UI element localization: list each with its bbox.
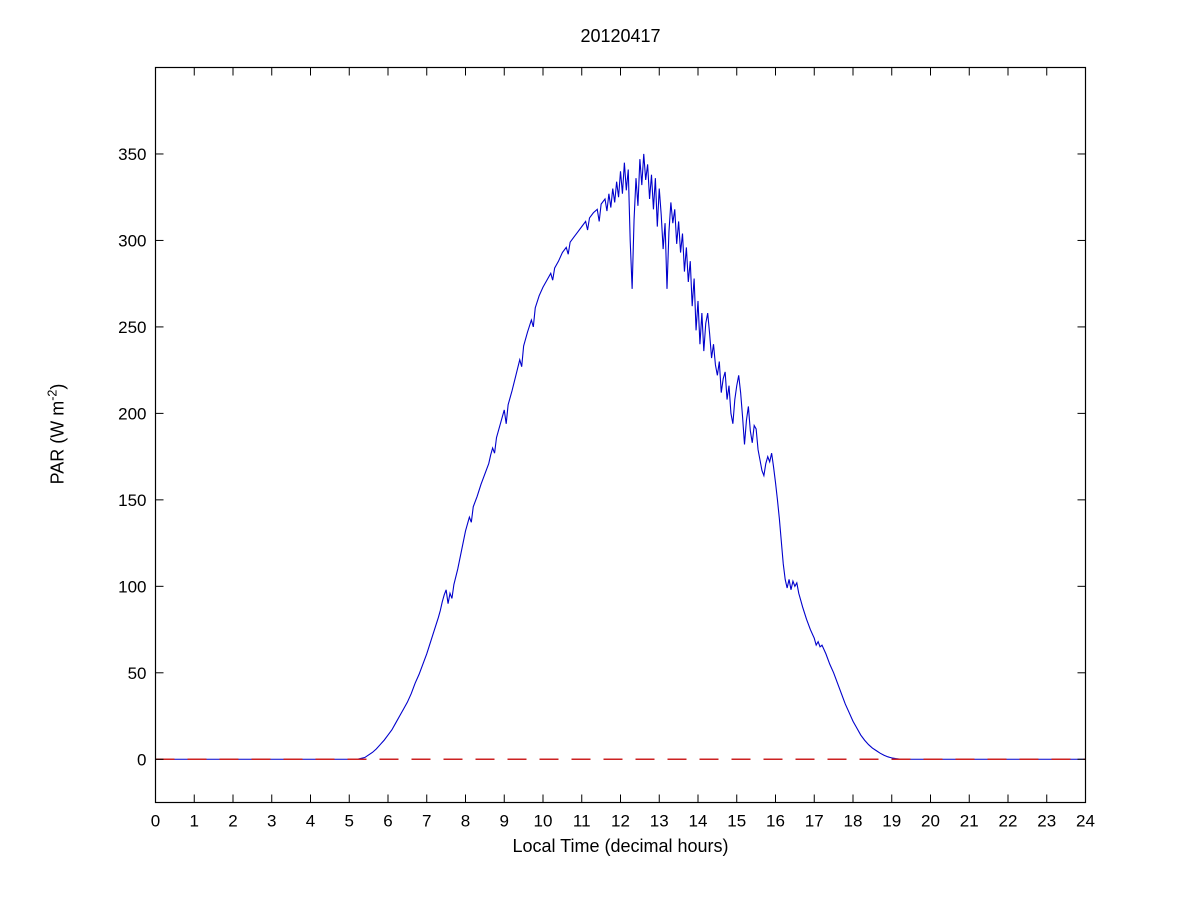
x-tick-label: 6 xyxy=(383,812,392,831)
y-tick-label: 300 xyxy=(118,231,146,250)
x-tick-label: 16 xyxy=(766,812,785,831)
chart-title: 20120417 xyxy=(580,26,661,46)
y-tick-label: 0 xyxy=(137,750,146,769)
x-tick-label: 9 xyxy=(500,812,509,831)
y-axis-label: PAR (W m-2) xyxy=(46,384,69,485)
par-data-line xyxy=(155,153,1086,760)
x-tick-label: 15 xyxy=(727,812,746,831)
x-tick-label: 18 xyxy=(844,812,863,831)
y-tick-label: 350 xyxy=(118,145,146,164)
y-axis-label-close-paren: ) xyxy=(47,383,68,390)
x-tick-label: 1 xyxy=(190,812,199,831)
x-tick-label: 21 xyxy=(960,812,979,831)
x-tick-label: 8 xyxy=(461,812,470,831)
y-tick-label: 200 xyxy=(118,404,146,423)
x-tick-label: 13 xyxy=(650,812,669,831)
x-tick-label: 11 xyxy=(573,812,591,831)
plot-border xyxy=(154,66,1087,804)
x-tick-label: 14 xyxy=(689,812,708,831)
x-tick-label: 7 xyxy=(422,812,431,831)
x-tick-label: 23 xyxy=(1037,812,1056,831)
x-tick-label: 22 xyxy=(999,812,1018,831)
y-tick-label: 250 xyxy=(118,318,146,337)
x-tick-label: 17 xyxy=(805,812,824,831)
x-tick-label: 2 xyxy=(228,812,237,831)
x-tick-label: 19 xyxy=(882,812,901,831)
x-tick-label: 4 xyxy=(306,812,315,831)
y-axis-label-superscript: -2 xyxy=(45,389,60,401)
x-tick-label: 20 xyxy=(921,812,940,831)
x-tick-label: 0 xyxy=(151,812,160,831)
y-tick-label: 100 xyxy=(118,577,146,596)
y-tick-label: 150 xyxy=(118,491,146,510)
x-tick-label: 3 xyxy=(267,812,276,831)
y-tick-label: 50 xyxy=(128,664,147,683)
x-tick-label: 12 xyxy=(611,812,630,831)
x-axis-label: Local Time (decimal hours) xyxy=(512,836,729,856)
x-tick-label: 5 xyxy=(345,812,354,831)
x-tick-label: 24 xyxy=(1076,812,1095,831)
y-axis-label-text: PAR (W m xyxy=(47,400,68,485)
x-tick-label: 10 xyxy=(534,812,553,831)
